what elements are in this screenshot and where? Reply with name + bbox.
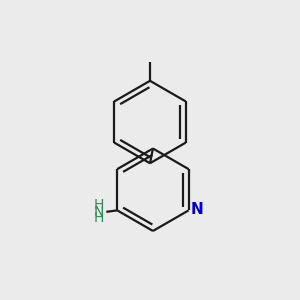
Text: H: H: [94, 211, 104, 225]
Text: N: N: [94, 205, 104, 219]
Text: H: H: [94, 198, 104, 212]
Text: N: N: [190, 202, 203, 217]
